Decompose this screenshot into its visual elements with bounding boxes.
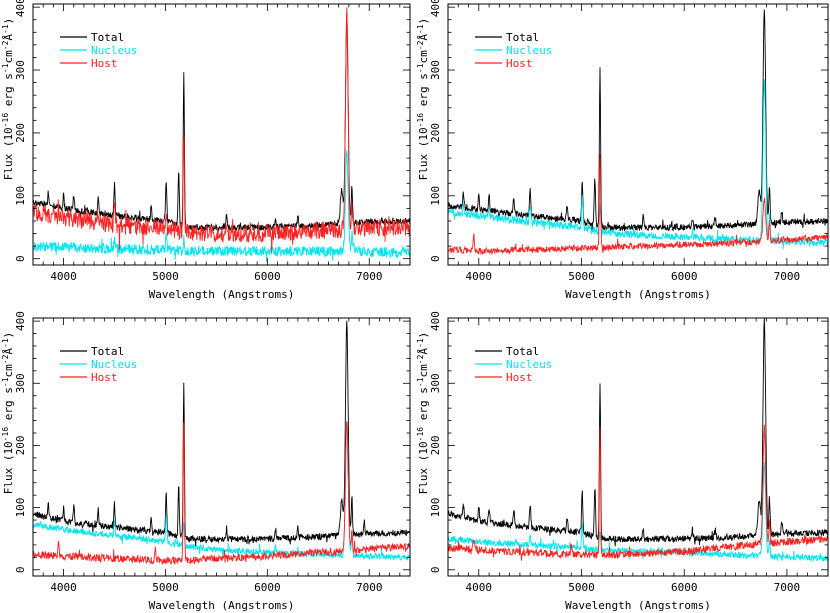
x-axis-label: Wavelength (Angstroms) <box>149 288 295 301</box>
y-tick-label: 200 <box>429 123 442 143</box>
series-line-total <box>448 318 828 547</box>
y-tick-label: 300 <box>14 60 27 80</box>
x-tick-label: 4000 <box>50 270 77 283</box>
x-axis-label: Wavelength (Angstroms) <box>565 288 711 301</box>
x-tick-label: 5000 <box>152 270 179 283</box>
plot-frame <box>32 317 411 577</box>
series-line-total <box>33 12 410 234</box>
y-tick-label: 0 <box>429 255 442 262</box>
legend-label-nucleus: Nucleus <box>91 358 137 371</box>
series-line-nucleus <box>448 461 828 562</box>
legend-label-host: Host <box>506 57 533 70</box>
x-tick-label: 4000 <box>466 581 493 594</box>
y-tick-label: 300 <box>429 60 442 80</box>
y-tick-label: 400 <box>14 0 27 17</box>
legend-label-total: Total <box>91 31 124 44</box>
y-tick-label: 200 <box>429 436 442 456</box>
x-tick-label: 6000 <box>671 270 698 283</box>
y-tick-label: 100 <box>429 186 442 206</box>
y-tick-label: 100 <box>14 186 27 206</box>
y-tick-label: 400 <box>14 311 27 331</box>
series-line-host <box>33 7 410 253</box>
legend-label-total: Total <box>91 345 124 358</box>
y-axis-label: Flux (10-16 erg s-1cm-2Å-1) <box>1 18 15 181</box>
y-tick-label: 100 <box>14 498 27 518</box>
y-tick-label: 300 <box>429 373 442 393</box>
y-tick-label: 100 <box>429 498 442 518</box>
chart-panel-top-left: 4000 5000 6000 7000 0 100 200 300 400 Wavelength … <box>1 0 411 301</box>
y-axis-label: Flux (10-16 erg s-1cm-2Å-1) <box>416 18 430 181</box>
legend-label-host: Host <box>91 371 118 384</box>
x-tick-label: 6000 <box>254 270 281 283</box>
x-tick-label: 5000 <box>568 581 595 594</box>
y-tick-label: 0 <box>14 566 27 573</box>
y-tick-label: 200 <box>14 436 27 456</box>
chart-panel-bottom-left: 4000 5000 6000 7000 0 100 200 300 400 Wavelength … <box>1 311 411 612</box>
x-tick-label: 5000 <box>152 581 179 594</box>
y-tick-label: 400 <box>429 311 442 331</box>
plot-frame <box>447 3 829 266</box>
y-tick-label: 200 <box>14 123 27 143</box>
y-axis-label: Flux (10-16 erg s-1cm-2Å-1) <box>416 332 430 495</box>
x-tick-label: 7000 <box>774 581 801 594</box>
series-line-total <box>33 320 410 547</box>
x-tick-label: 5000 <box>568 270 595 283</box>
x-axis-label: Wavelength (Angstroms) <box>149 599 295 612</box>
plot-frame <box>447 317 829 577</box>
series-line-host <box>33 421 410 566</box>
legend-label-host: Host <box>91 57 118 70</box>
chart-panel-bottom-right: 4000 5000 6000 7000 0 100 200 300 400 Wavelength … <box>416 311 829 612</box>
y-tick-label: 0 <box>429 566 442 573</box>
x-tick-label: 7000 <box>356 270 383 283</box>
series-line-total <box>448 9 828 232</box>
plot-frame <box>32 3 411 266</box>
legend-label-total: Total <box>506 345 539 358</box>
x-tick-label: 4000 <box>50 581 77 594</box>
series-line-nucleus <box>33 150 410 262</box>
legend-label-host: Host <box>506 371 533 384</box>
legend-label-nucleus: Nucleus <box>91 44 137 57</box>
y-tick-label: 300 <box>14 373 27 393</box>
legend-label-nucleus: Nucleus <box>506 358 552 371</box>
x-tick-label: 7000 <box>774 270 801 283</box>
y-axis-label: Flux (10-16 erg s-1cm-2Å-1) <box>1 332 15 495</box>
series-line-host <box>448 424 828 561</box>
chart-panel-top-right: 4000 5000 6000 7000 0 100 200 300 400 Wavelength … <box>416 0 829 301</box>
x-tick-label: 7000 <box>356 581 383 594</box>
series-line-nucleus <box>448 79 828 250</box>
x-tick-label: 4000 <box>466 270 493 283</box>
series-line-host <box>448 153 828 256</box>
y-tick-label: 400 <box>429 0 442 17</box>
x-tick-label: 6000 <box>671 581 698 594</box>
y-tick-label: 0 <box>14 255 27 262</box>
x-tick-label: 6000 <box>254 581 281 594</box>
x-axis-label: Wavelength (Angstroms) <box>565 599 711 612</box>
legend-label-nucleus: Nucleus <box>506 44 552 57</box>
legend-label-total: Total <box>506 31 539 44</box>
